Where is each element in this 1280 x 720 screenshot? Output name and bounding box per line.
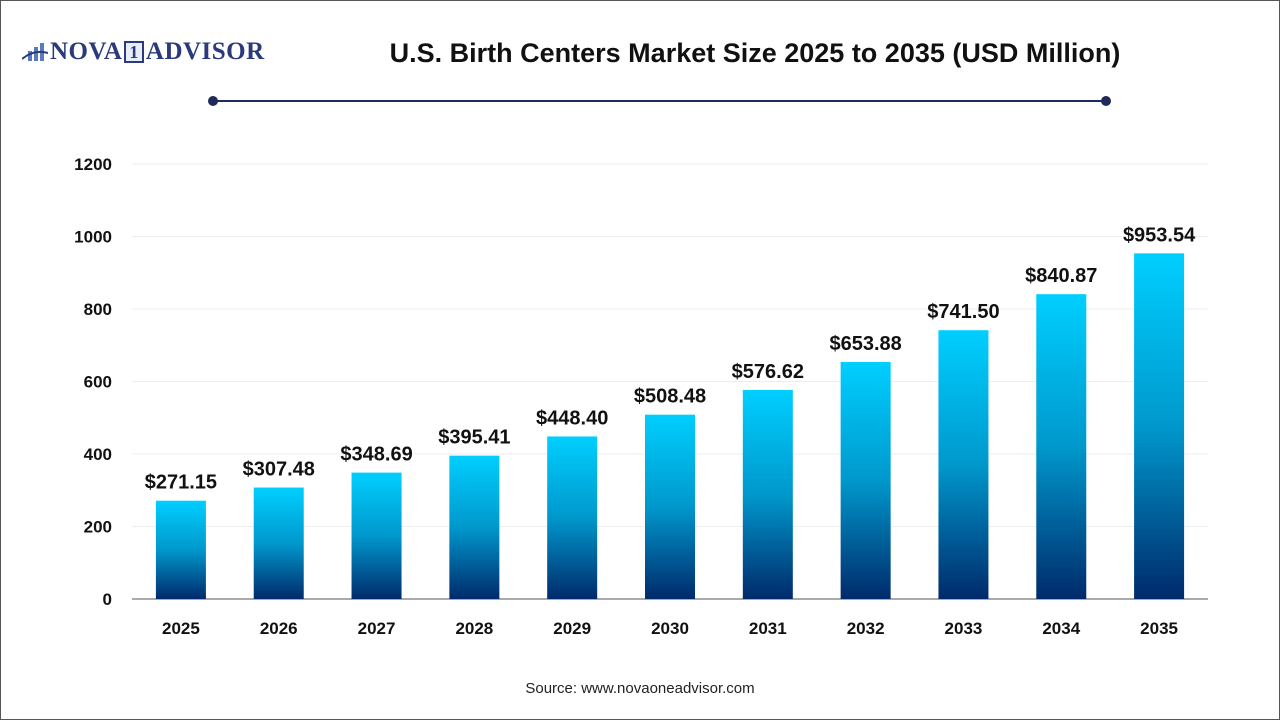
y-tick-label: 800 <box>84 300 112 319</box>
bar-2029 <box>547 436 598 599</box>
bar-2032 <box>840 361 891 599</box>
x-tick-label: 2033 <box>945 619 983 638</box>
y-tick-label: 400 <box>84 445 112 464</box>
y-tick-label: 600 <box>84 373 112 392</box>
x-tick-label: 2028 <box>455 619 493 638</box>
data-label: $348.69 <box>340 444 412 466</box>
bar-2030 <box>645 414 695 599</box>
bar-2035 <box>1134 253 1185 600</box>
bar-2031 <box>742 389 793 599</box>
data-label: $307.48 <box>243 459 315 481</box>
logo: NOVA 1 ADVISOR <box>22 38 265 66</box>
chart-title: U.S. Birth Centers Market Size 2025 to 2… <box>389 38 1121 68</box>
x-tick-label: 2031 <box>749 619 787 638</box>
x-tick-label: 2029 <box>553 619 591 638</box>
x-tick-label: 2030 <box>651 619 689 638</box>
x-tick-label: 2027 <box>358 619 396 638</box>
bar-2034 <box>1036 294 1087 599</box>
x-tick-label: 2025 <box>162 619 200 638</box>
bar-2025 <box>155 500 206 599</box>
y-tick-label: 1000 <box>74 228 112 247</box>
bar-2033 <box>938 330 989 599</box>
data-label: $576.62 <box>732 361 804 383</box>
bar-2026 <box>253 487 304 599</box>
logo-text-nova: NOVA <box>50 38 123 65</box>
data-label: $840.87 <box>1025 265 1097 287</box>
data-label: $271.15 <box>145 472 217 494</box>
bar-chart-swoosh-icon <box>22 43 48 61</box>
data-label: $953.54 <box>1123 224 1196 246</box>
y-tick-label: 0 <box>103 590 112 609</box>
y-tick-label: 1200 <box>74 155 112 174</box>
bar-2027 <box>351 472 402 599</box>
source-note: Source: www.novaoneadvisor.com <box>525 680 755 697</box>
divider-dot-left <box>208 96 218 106</box>
x-tick-label: 2035 <box>1140 619 1178 638</box>
data-label: $653.88 <box>829 333 901 355</box>
data-label: $395.41 <box>438 427 510 449</box>
logo-text-one: 1 <box>124 41 144 63</box>
data-label: $508.48 <box>634 386 706 408</box>
x-tick-label: 2032 <box>847 619 885 638</box>
divider-dot-right <box>1101 96 1111 106</box>
x-tick-label: 2034 <box>1042 619 1080 638</box>
data-label: $741.50 <box>927 301 999 323</box>
data-label: $448.40 <box>536 407 608 429</box>
bar-2028 <box>449 455 500 599</box>
logo-text-advisor: ADVISOR <box>145 38 265 65</box>
x-tick-label: 2026 <box>260 619 298 638</box>
y-tick-label: 200 <box>84 518 112 537</box>
title-divider <box>213 100 1106 102</box>
